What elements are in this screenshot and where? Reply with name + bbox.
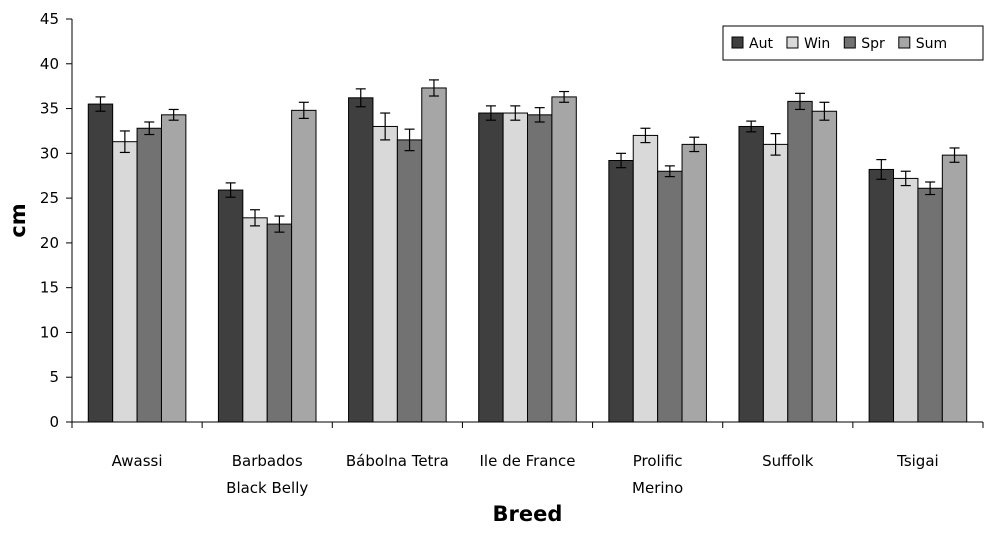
legend-label-aut: Aut xyxy=(749,36,773,52)
bar-win xyxy=(632,134,659,423)
legend-swatch-win xyxy=(786,36,799,49)
legend-label-spr: Spr xyxy=(861,36,885,52)
x-axis-title: Breed xyxy=(493,502,563,526)
bar-spr xyxy=(266,223,293,423)
legend-label-win: Win xyxy=(804,36,830,52)
bar-spr xyxy=(136,127,162,423)
bar-aut xyxy=(738,125,764,423)
bar-spr xyxy=(657,170,683,423)
axes-group xyxy=(71,19,983,423)
y-ticks-group: 0 5 10 15 20 25 30 35 40 45 xyxy=(40,10,72,431)
bar-win xyxy=(242,217,268,423)
y-tick-label: 15 xyxy=(40,279,59,297)
bar-spr xyxy=(787,100,813,423)
x-category-label: Barbados Black Belly xyxy=(226,452,308,497)
x-category-label: Ile de France xyxy=(480,452,576,470)
legend-swatch-sum xyxy=(898,36,911,49)
legend: Aut Win Spr Sum xyxy=(722,25,984,61)
y-tick-label: 0 xyxy=(49,413,59,431)
bar-aut xyxy=(348,97,374,423)
legend-label-sum: Sum xyxy=(916,36,947,52)
y-tick-label: 30 xyxy=(40,144,59,162)
bar-sum xyxy=(291,109,317,423)
y-tick-label: 20 xyxy=(40,234,59,252)
bar-win xyxy=(372,125,398,423)
y-tick-label: 5 xyxy=(49,368,59,386)
x-category-label: Bábolna Tetra xyxy=(346,452,449,470)
bar-spr xyxy=(917,187,943,423)
bar-aut xyxy=(478,112,504,423)
bar-sum xyxy=(160,114,187,423)
y-tick-label: 35 xyxy=(40,100,59,118)
bars-group xyxy=(87,79,968,423)
y-tick-label: 10 xyxy=(40,323,59,341)
x-category-label: Tsigai xyxy=(896,452,939,470)
y-tick-label: 40 xyxy=(40,55,59,73)
bar-win xyxy=(762,143,789,423)
bar-win xyxy=(502,112,529,423)
bar-sum xyxy=(681,143,707,423)
legend-swatch-aut xyxy=(731,36,744,49)
y-axis-title: cm xyxy=(6,203,30,237)
bar-aut xyxy=(608,159,634,423)
bar-aut xyxy=(868,168,895,423)
bar-sum xyxy=(811,110,838,423)
legend-swatch-spr xyxy=(843,36,856,49)
x-category-label: Awassi xyxy=(112,452,163,470)
x-category-label: Suffolk xyxy=(762,452,814,470)
bar-sum xyxy=(421,87,447,423)
bar-aut xyxy=(87,103,114,423)
bar-spr xyxy=(396,139,423,423)
bar-sum xyxy=(551,96,577,423)
y-tick-label: 25 xyxy=(40,189,59,207)
y-tick-label: 45 xyxy=(40,10,59,28)
bar-win xyxy=(893,177,919,423)
bar-aut xyxy=(217,189,244,423)
x-category-labels: Awassi Barbados Black Belly Bábolna Tetra Il… xyxy=(71,422,984,497)
x-category-label: Prolific Merino xyxy=(632,452,683,497)
bar-sum xyxy=(941,154,968,423)
bar-spr xyxy=(527,114,553,423)
bar-win xyxy=(112,141,138,423)
